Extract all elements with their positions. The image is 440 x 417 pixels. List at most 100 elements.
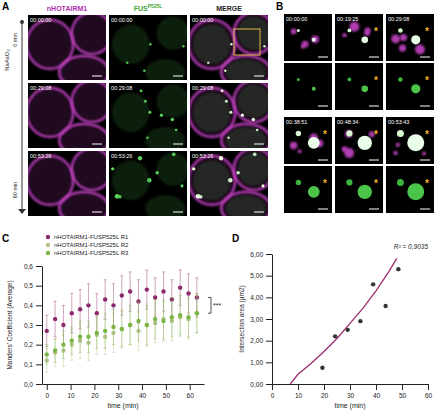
scale-bar (420, 160, 430, 161)
error-bar (54, 301, 57, 336)
highlight-mark: * (425, 26, 429, 37)
error-bar-cap (112, 309, 115, 310)
channel-label-sup: P525L (148, 3, 163, 9)
error-bar (70, 327, 73, 355)
error-bar-cap (79, 321, 82, 322)
error-bar-cap (120, 348, 123, 349)
granule (398, 28, 403, 33)
tick-mark (190, 384, 191, 390)
error-bar-cap (170, 336, 173, 337)
timestamp: 00:29:08 (388, 16, 409, 22)
scale-bar (92, 212, 102, 213)
panel-b: B00:00:0000:19:25**00:29:08**00:38:51**0… (276, 1, 434, 213)
granule (400, 34, 407, 41)
cell-signal (145, 195, 185, 216)
error-bar (195, 294, 198, 333)
tick-label: 1,00 (250, 359, 263, 366)
granule (358, 185, 372, 199)
axis-title: time (min) (334, 402, 365, 410)
cell-signal (157, 153, 187, 186)
image (28, 83, 106, 148)
point (178, 285, 182, 289)
error-bar-cap (137, 350, 140, 351)
error-bar-cap (162, 340, 165, 341)
tick: 0,4 (24, 302, 42, 309)
granule (345, 130, 352, 137)
error-bar-cap (145, 305, 148, 306)
image (386, 14, 434, 61)
cell-signal (238, 85, 268, 118)
point (186, 315, 190, 319)
granule (397, 179, 404, 186)
granule (297, 78, 300, 81)
error-bar-cap (112, 283, 115, 284)
tick-mark (266, 362, 272, 363)
tick: 0,6 (24, 263, 42, 270)
scale-bar (420, 57, 430, 58)
cell-signal (193, 24, 230, 64)
point (396, 267, 400, 271)
highlight-mark: * (374, 75, 378, 86)
granule (291, 28, 297, 34)
point (128, 289, 132, 293)
trend-line (290, 258, 397, 384)
tick-mark (266, 276, 272, 277)
granule (308, 137, 320, 149)
error-bar-cap (45, 372, 48, 373)
point (120, 327, 124, 331)
tick-mark (36, 266, 42, 267)
tick-label: 0,6 (24, 263, 33, 270)
granule (407, 183, 424, 200)
tick-label: 30 (115, 392, 123, 399)
highlight-mark: * (425, 129, 429, 140)
image-background (284, 63, 332, 110)
image-background (284, 14, 332, 61)
panel-letter: B (276, 1, 283, 12)
tick-mark (71, 384, 72, 390)
image-background (284, 166, 332, 213)
channel-label: nHOTAIRM1 (47, 5, 87, 12)
error-bar-cap (70, 326, 73, 327)
tick: 2,00 (250, 337, 272, 344)
tick: 3,00 (250, 316, 272, 323)
timestamp: 00:29:08 (192, 85, 213, 91)
point (45, 329, 49, 333)
tick: 0,2 (24, 341, 42, 348)
error-bar-cap (162, 271, 165, 272)
image-background (386, 166, 434, 213)
error-bar-cap (120, 309, 123, 310)
highlight-mark: * (374, 129, 378, 140)
image (190, 151, 268, 216)
error-bar-cap (45, 344, 48, 345)
axis-line (43, 384, 205, 385)
error-bar-cap (104, 279, 107, 280)
error-bar-cap (137, 301, 140, 302)
tick-label: 40 (373, 392, 381, 399)
timestamp: 00:53:26 (111, 153, 132, 159)
time-arrow-head (18, 209, 26, 214)
granule (297, 29, 300, 32)
point (70, 339, 74, 343)
error-bar-cap (70, 360, 73, 361)
tick: 50 (163, 384, 171, 399)
axis: 0,001,002,003,004,005,006,00 (250, 251, 272, 388)
error-bar (129, 272, 132, 311)
error-bar-cap (129, 271, 132, 272)
scale-bar (318, 57, 328, 58)
tick-mark (272, 384, 273, 390)
legend-label: nHOTAIRM1-FUSP525L R1 (54, 234, 129, 240)
error-bar-cap (154, 342, 157, 343)
tick: 0,5 (24, 282, 42, 289)
cell-signal (59, 56, 106, 80)
tick-label: 0 (271, 392, 275, 399)
timestamp: 00:53:26 (192, 153, 213, 159)
treatment-label: NaAsO₂ (4, 48, 10, 70)
point (195, 311, 199, 315)
error-bar (154, 299, 157, 338)
error-bar-cap (62, 330, 65, 331)
point (61, 323, 65, 327)
error-bar-cap (120, 346, 123, 347)
error-bar-cap (54, 336, 57, 337)
axis-title: Manders' Coefficient (Average) (6, 280, 14, 369)
highlight-mark: * (425, 178, 429, 189)
